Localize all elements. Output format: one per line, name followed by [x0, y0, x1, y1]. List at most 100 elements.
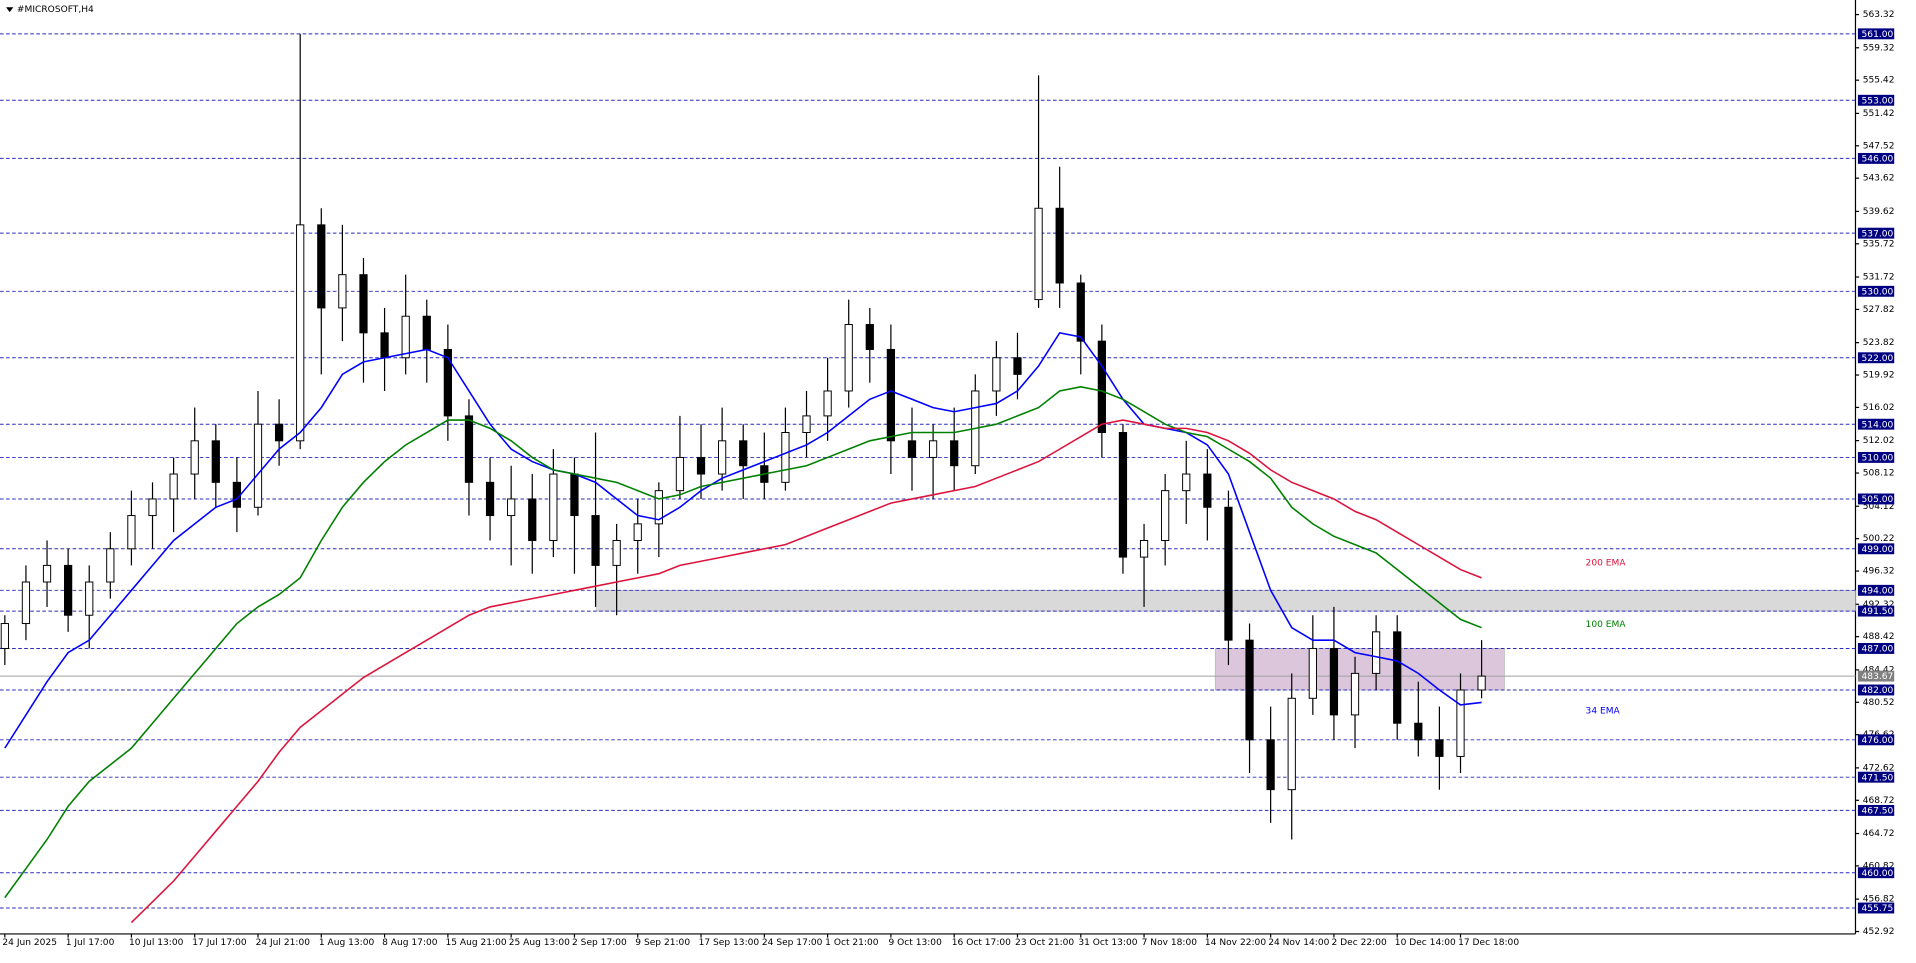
chart-title: #MICROSOFT,H4: [17, 5, 94, 15]
y-tick-label: 563.32: [1863, 10, 1895, 20]
candle-body: [1055, 207, 1064, 284]
candle-body: [865, 324, 874, 350]
candle-body: [1118, 432, 1128, 558]
candle-body: [1203, 473, 1212, 508]
x-tick-label: 1 Oct 21:00: [825, 938, 879, 948]
level-label: 467.50: [1862, 807, 1894, 817]
x-tick-label: 17 Dec 18:00: [1458, 938, 1519, 948]
level-label-box: [1857, 902, 1895, 914]
level-label: 487.00: [1862, 645, 1894, 655]
x-tick-label: 25 Aug 13:00: [509, 938, 570, 948]
candle-body: [1287, 697, 1296, 791]
y-tick-label: 472.62: [1863, 763, 1895, 773]
level-label-box: [1857, 543, 1895, 555]
x-tick-label: 1 Jul 17:00: [66, 938, 115, 948]
candle-body: [317, 224, 326, 309]
y-tick-label: 555.42: [1863, 76, 1895, 86]
x-tick-label: 24 Jun 2025: [2, 938, 57, 948]
x-tick-label: 1 Aug 13:00: [319, 938, 375, 948]
candle-body: [886, 348, 896, 442]
level-label: 514.00: [1862, 420, 1894, 430]
level-label-box: [1857, 643, 1895, 654]
y-tick-label: 468.72: [1863, 796, 1895, 806]
level-label-box: [1857, 418, 1895, 430]
candle-body: [148, 498, 157, 517]
y-tick-label: 464.72: [1863, 829, 1895, 839]
y-tick-label: 484.42: [1863, 665, 1895, 675]
candle-body: [253, 423, 263, 508]
level-label-box: [1857, 227, 1895, 239]
candle-body: [1329, 647, 1339, 716]
y-tick-label: 535.72: [1863, 239, 1895, 249]
candle-body: [1034, 207, 1043, 301]
x-tick-label: 10 Dec 14:00: [1395, 938, 1456, 948]
level-label-box: [1857, 493, 1895, 505]
y-tick-label: 551.42: [1863, 109, 1895, 119]
candle-body: [612, 539, 621, 566]
level-label-box: [1857, 771, 1895, 783]
y-tick-label: 460.82: [1863, 861, 1895, 871]
candle-body: [401, 315, 410, 359]
candle-body: [485, 481, 495, 517]
level-label: 522.00: [1862, 354, 1894, 364]
y-tick-label: 512.02: [1863, 436, 1895, 446]
candle-body: [106, 548, 115, 583]
candle-body: [127, 515, 136, 550]
y-tick-label: 527.82: [1863, 305, 1895, 315]
x-tick-label: 14 Nov 22:00: [1205, 938, 1266, 948]
level-label-box: [1857, 94, 1895, 106]
candle-body: [1477, 675, 1486, 691]
candle-body: [42, 564, 52, 583]
current-price-box: [1857, 670, 1895, 682]
y-tick-label: 523.82: [1863, 338, 1895, 348]
candle-body: [1161, 490, 1170, 541]
x-tick-label: 8 Aug 17:00: [382, 938, 438, 948]
level-label-box: [1857, 684, 1895, 696]
level-label: 499.00: [1862, 545, 1894, 555]
y-tick-label: 531.72: [1863, 273, 1895, 283]
candle-body: [64, 564, 73, 616]
candle-body: [928, 440, 938, 458]
x-tick-label: 24 Jul 21:00: [256, 938, 311, 948]
candle-body: [591, 515, 600, 566]
x-tick-label: 9 Sep 21:00: [635, 938, 690, 948]
candle-body: [675, 456, 685, 492]
level-label-box: [1857, 734, 1895, 746]
x-tick-label: 24 Sep 17:00: [762, 938, 823, 948]
level-label: 546.00: [1862, 155, 1894, 165]
level-label-box: [1857, 352, 1895, 364]
candle-body: [802, 415, 811, 433]
level-label-box: [1857, 804, 1895, 816]
y-tick-label: 456.82: [1863, 895, 1895, 905]
candle-body: [1139, 539, 1149, 558]
x-tick-label: 24 Nov 14:00: [1268, 938, 1329, 948]
level-label: 476.00: [1862, 736, 1894, 746]
candle-body: [549, 473, 558, 541]
zone: [1214, 648, 1505, 691]
ema-label: 200 EMA: [1586, 558, 1627, 568]
candle-body: [380, 332, 389, 359]
candle-body: [507, 498, 516, 517]
candle-body: [633, 523, 642, 541]
y-tick-label: 559.32: [1863, 43, 1895, 53]
level-label-box: [1857, 28, 1895, 40]
x-tick-label: 2 Dec 22:00: [1332, 938, 1387, 948]
candle-body: [1435, 739, 1444, 757]
y-tick-label: 543.62: [1863, 174, 1895, 184]
level-label: 471.50: [1862, 773, 1894, 783]
menu-triangle[interactable]: [6, 7, 14, 13]
candle-body: [21, 581, 31, 625]
y-tick-label: 452.92: [1863, 927, 1895, 937]
y-tick-label: 539.62: [1863, 207, 1895, 217]
candle-body: [654, 490, 663, 525]
candle-body: [443, 348, 452, 417]
level-label: 561.00: [1862, 30, 1894, 40]
candle-body: [85, 581, 94, 616]
level-label: 460.00: [1862, 869, 1894, 879]
candle-body: [169, 473, 178, 500]
x-tick-label: 17 Jul 17:00: [192, 938, 247, 948]
level-label: 553.00: [1862, 96, 1894, 106]
level-label-box: [1857, 285, 1895, 297]
candle-body: [190, 440, 199, 475]
